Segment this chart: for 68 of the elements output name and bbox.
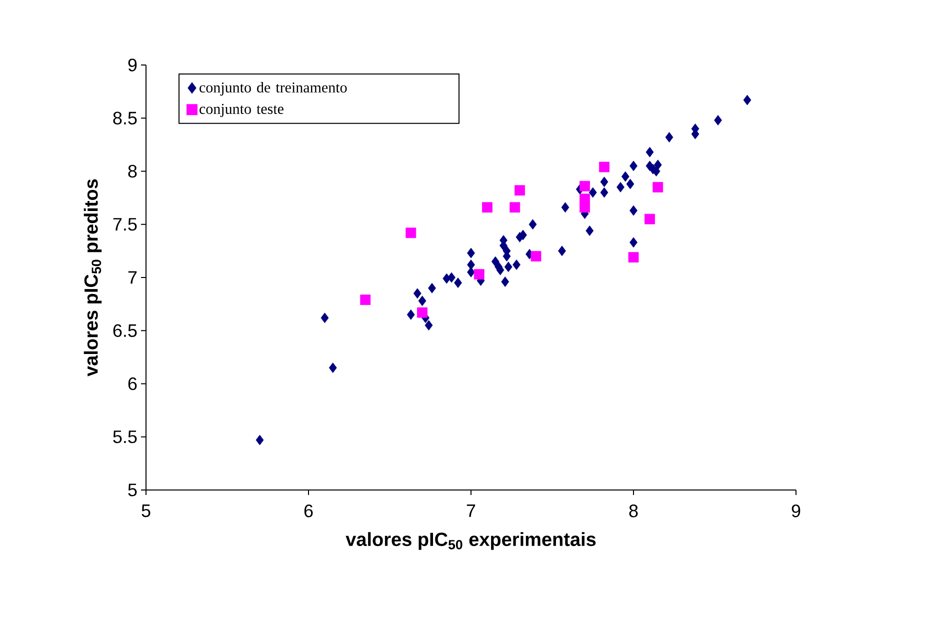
point [644,214,655,224]
point [519,230,527,240]
point [630,160,638,172]
y-tick-label: 5.5 [113,430,137,444]
point [586,226,594,236]
point [646,146,654,158]
point [510,202,520,213]
legend-label: conjunto de treinamento [200,82,347,96]
point [413,288,422,299]
y-tick-label: 6.5 [113,324,137,337]
point [630,237,638,248]
y-tick-label: 8.5 [113,112,137,124]
y-tick-label: 5 [128,484,137,496]
point [621,171,630,182]
point [600,176,608,188]
point [482,202,492,213]
x-tick-label: 8 [629,504,638,518]
point [474,269,484,280]
point [417,307,428,318]
point [665,132,674,142]
point [501,276,510,287]
y-tick-label: 7.5 [113,218,137,231]
x-tick-label: 7 [466,504,476,517]
y-tick-label: 6 [128,377,137,390]
point [558,246,566,256]
point [628,252,639,262]
point [652,182,664,192]
point [360,294,371,306]
x-tick-label: 6 [304,504,313,518]
point [406,309,415,320]
point [630,205,638,216]
point [320,312,329,324]
point [448,272,456,283]
point [514,185,525,196]
point [491,256,500,267]
y-tick-label: 7 [128,271,137,284]
point [424,320,433,330]
legend-label: conjunto teste [200,104,284,118]
point [512,260,520,270]
point [504,262,512,272]
point [561,202,570,213]
point [418,296,426,306]
point [626,178,634,190]
point [256,434,264,446]
point [588,187,597,198]
point [743,94,752,106]
point [467,248,475,258]
point [528,219,537,230]
point [428,282,436,294]
point [599,162,610,172]
point [467,260,475,270]
y-tick-label: 8 [128,164,137,178]
point [467,266,475,278]
x-axis-title: valores pIC$_{50}$ experimentais [346,532,596,550]
y-axis-title: valores pIC$_{50}$ preditos [84,179,102,376]
point [580,202,590,213]
x-tick-label: 9 [792,504,800,518]
point [600,187,608,198]
y-tick-label: 9 [128,58,137,72]
point [714,115,722,126]
point [406,228,416,238]
point [652,166,660,176]
x-tick-label: 5 [142,504,150,518]
point [616,182,624,192]
point [328,362,337,373]
point [580,180,590,192]
point [530,251,542,262]
point [454,278,462,288]
